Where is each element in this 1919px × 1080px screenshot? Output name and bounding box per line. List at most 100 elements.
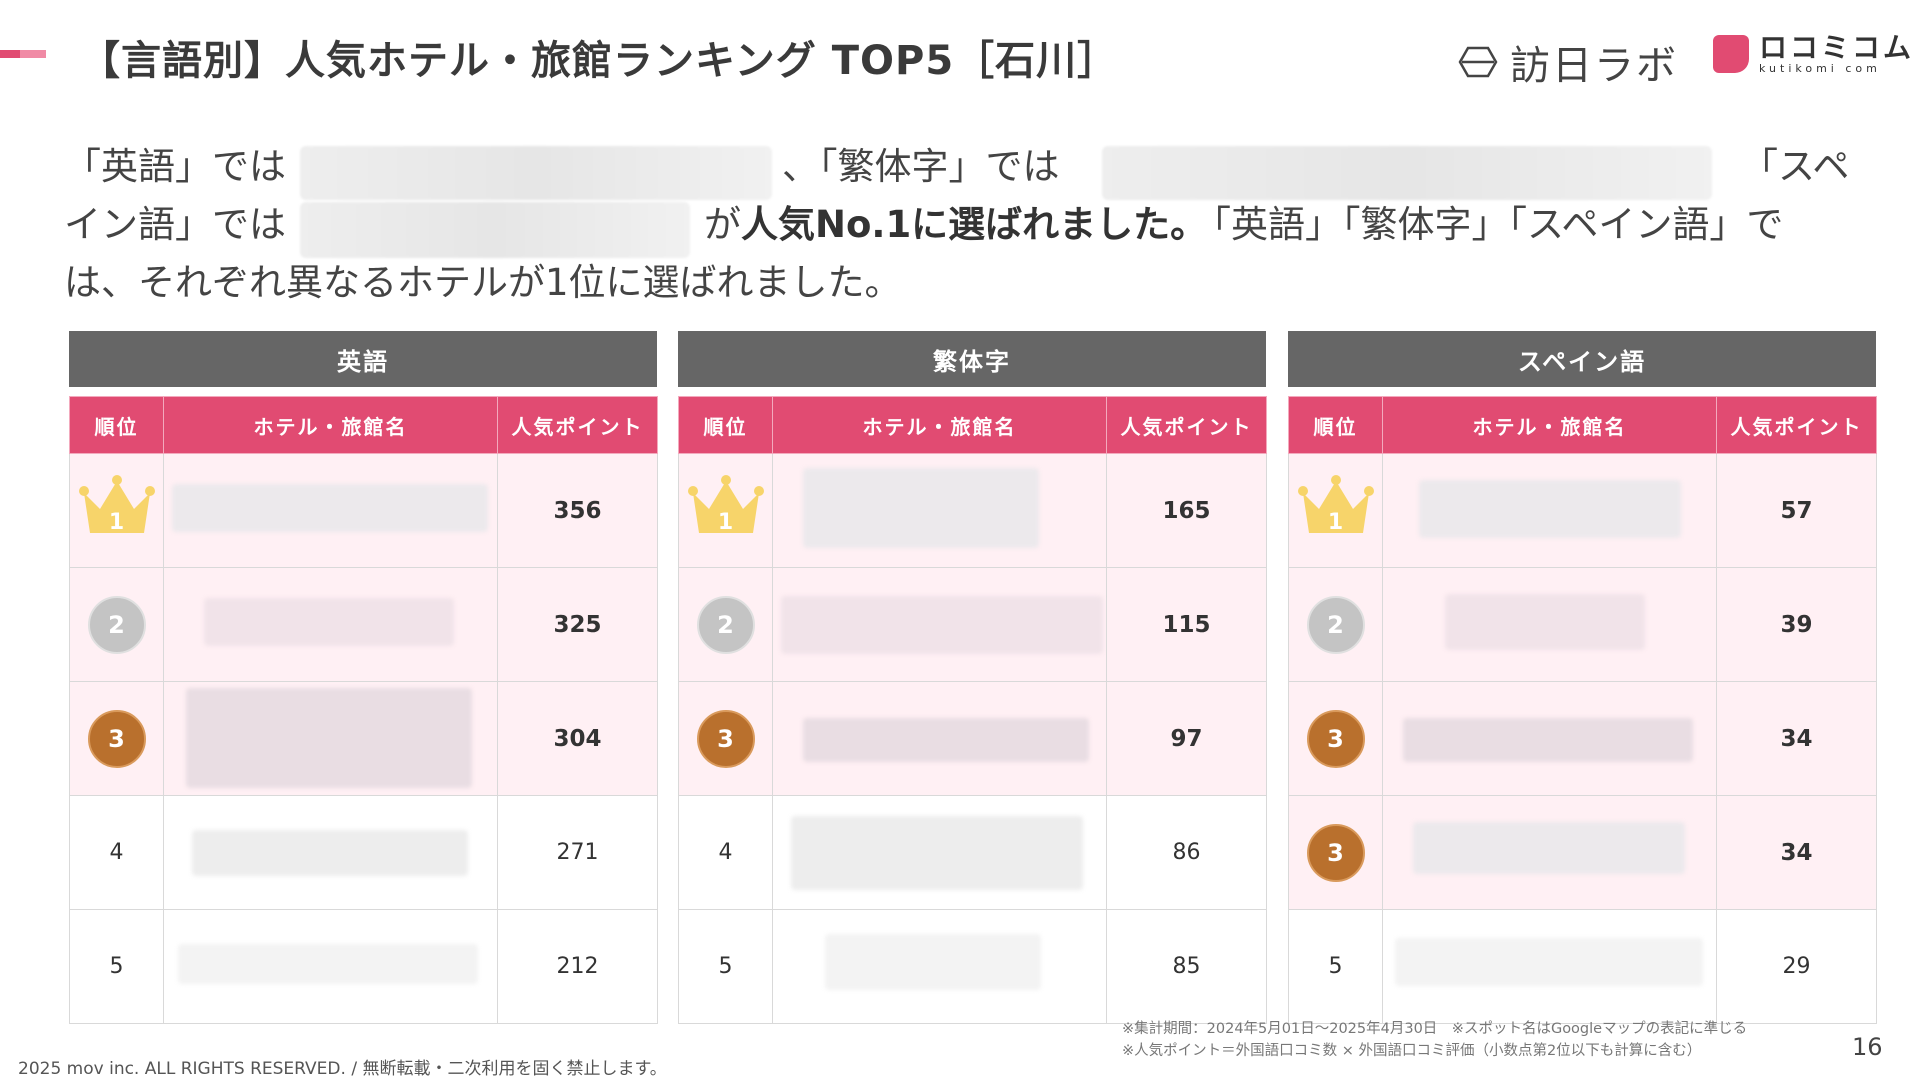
lead-text: 「英語」「繁体字」「スペイン語」で [1194, 203, 1784, 246]
table-row: 4 271 [69, 795, 658, 910]
hotel-name-cell [163, 567, 498, 682]
points-cell: 304 [497, 681, 658, 796]
table-row: 3 97 [678, 681, 1267, 796]
rank-cell: 4 [678, 795, 773, 910]
rank-cell: 2 [69, 567, 164, 682]
hotel-name-cell [1382, 795, 1717, 910]
rank-cell: 1 [69, 453, 164, 568]
lead-text: イン語」では [64, 203, 286, 246]
table-row: 5 85 [678, 909, 1267, 1024]
redacted-hotel-name [178, 944, 478, 984]
column-header-points: 人気ポイント [497, 396, 658, 454]
hotel-name-cell [772, 681, 1107, 796]
bronze-medal-icon: 3 [1306, 823, 1365, 882]
lead-text: 「スペ [1741, 145, 1850, 188]
points-cell: 57 [1716, 453, 1877, 568]
points-cell: 325 [497, 567, 658, 682]
ranking-panel: 繁体字順位 ホテル・旅館名 人気ポイント 1 165 2 115 3 97 4 86 5 85 [678, 331, 1267, 1024]
table-row: 2 325 [69, 567, 658, 682]
crown-gold-icon: 1 [687, 474, 765, 541]
rank-cell: 3 [678, 681, 773, 796]
silver-medal-icon: 2 [1306, 595, 1365, 654]
copyright-footer: 2025 mov inc. ALL RIGHTS RESERVED. / 無断転… [18, 1059, 667, 1079]
redacted-hotel-name [803, 468, 1039, 548]
hotel-name-cell [1382, 567, 1717, 682]
column-header-points: 人気ポイント [1716, 396, 1877, 454]
panel-language-header: 英語 [69, 331, 657, 387]
ranking-panel: スペイン語 順位 ホテル・旅館名 人気ポイント 1 57 2 39 3 34 3 34 5 29 [1288, 331, 1877, 1024]
hotel-name-cell [163, 681, 498, 796]
rank-cell: 5 [678, 909, 773, 1024]
points-cell: 34 [1716, 681, 1877, 796]
lead-text: 「英語」では [64, 145, 286, 188]
table-row: 4 86 [678, 795, 1267, 910]
hotel-name-cell [1382, 909, 1717, 1024]
table-row: 3 34 [1288, 795, 1877, 910]
column-header-name: ホテル・旅館名 [772, 396, 1107, 454]
footnote-points: ※人気ポイント＝外国語口コミ数 × 外国語口コミ評価（小数点第2位以下も計算に含… [1122, 1043, 1702, 1059]
redacted-hotel-name [791, 816, 1083, 890]
bronze-medal-icon: 3 [696, 709, 755, 768]
points-cell: 85 [1106, 909, 1267, 1024]
hotel-name-cell [772, 453, 1107, 568]
redacted-hotel-name [1403, 718, 1693, 762]
points-cell: 97 [1106, 681, 1267, 796]
points-cell: 39 [1716, 567, 1877, 682]
lead-text: 、「繁体字」では [782, 145, 1060, 188]
rank-cell: 2 [678, 567, 773, 682]
redacted-hotel-name [300, 202, 690, 258]
column-header-rank: 順位 [1288, 396, 1383, 454]
table-row: 2 115 [678, 567, 1267, 682]
hotel-name-cell [1382, 681, 1717, 796]
footnotes: ※集計期間：2024年5月01日〜2025年4月30日 ※スポット名はGoogl… [1122, 1018, 1747, 1062]
redacted-hotel-name [186, 688, 472, 788]
ranking-table: 順位 ホテル・旅館名 人気ポイント 1 356 2 325 3 304 4 271 5 212 [69, 396, 658, 1024]
bronze-medal-icon: 3 [87, 709, 146, 768]
ranking-table: 順位 ホテル・旅館名 人気ポイント 1 165 2 115 3 97 4 86 5 85 [678, 396, 1267, 1024]
column-header-rank: 順位 [678, 396, 773, 454]
redacted-hotel-name [825, 934, 1041, 990]
lead-text: は、それぞれ異なるホテルが1位に選ばれました。 [64, 261, 902, 304]
hotel-name-cell [1382, 453, 1717, 568]
points-cell: 34 [1716, 795, 1877, 910]
redacted-hotel-name [803, 718, 1089, 762]
crown-gold-icon: 1 [1297, 474, 1375, 541]
points-cell: 165 [1106, 453, 1267, 568]
kuchikomi-com-logo: ロコミコム kutikomi com [1713, 33, 1914, 75]
houjin-lab-logo-text: 訪日ラボ [1510, 43, 1678, 89]
silver-medal-icon: 2 [696, 595, 755, 654]
panel-language-header: 繁体字 [678, 331, 1266, 387]
hotel-name-cell [163, 909, 498, 1024]
ranking-panel: 英語 順位 ホテル・旅館名 人気ポイント 1 356 2 325 3 304 4 271 5 212 [69, 331, 658, 1024]
points-cell: 356 [497, 453, 658, 568]
table-row: 1 165 [678, 453, 1267, 568]
column-header-points: 人気ポイント [1106, 396, 1267, 454]
redacted-hotel-name [192, 830, 468, 876]
hotel-name-cell [772, 909, 1107, 1024]
points-cell: 271 [497, 795, 658, 910]
table-row: 1 356 [69, 453, 658, 568]
redacted-hotel-name [1419, 480, 1681, 538]
redacted-hotel-name [1445, 594, 1645, 650]
page-number: 16 [1852, 1033, 1883, 1061]
table-row: 5 212 [69, 909, 658, 1024]
rank-cell: 3 [1288, 795, 1383, 910]
lead-emphasis: 人気No.1に選ばれました。 [741, 203, 1208, 246]
title-accent-bar [0, 50, 46, 58]
hotel-name-cell [163, 453, 498, 568]
redacted-hotel-name [300, 146, 772, 200]
rank-cell: 4 [69, 795, 164, 910]
footnote-period: ※集計期間：2024年5月01日〜2025年4月30日 ※スポット名はGoogl… [1122, 1021, 1748, 1037]
kuchikomi-logo-subtext: kutikomi com [1759, 62, 1881, 75]
redacted-hotel-name [1102, 146, 1712, 200]
redacted-hotel-name [1413, 822, 1685, 874]
hotel-name-cell [772, 795, 1107, 910]
points-cell: 115 [1106, 567, 1267, 682]
table-row: 1 57 [1288, 453, 1877, 568]
hotel-name-cell [163, 795, 498, 910]
kuchikomi-logo-mark [1713, 35, 1749, 73]
column-header-name: ホテル・旅館名 [163, 396, 498, 454]
rank-cell: 3 [69, 681, 164, 796]
silver-medal-icon: 2 [87, 595, 146, 654]
points-cell: 212 [497, 909, 658, 1024]
